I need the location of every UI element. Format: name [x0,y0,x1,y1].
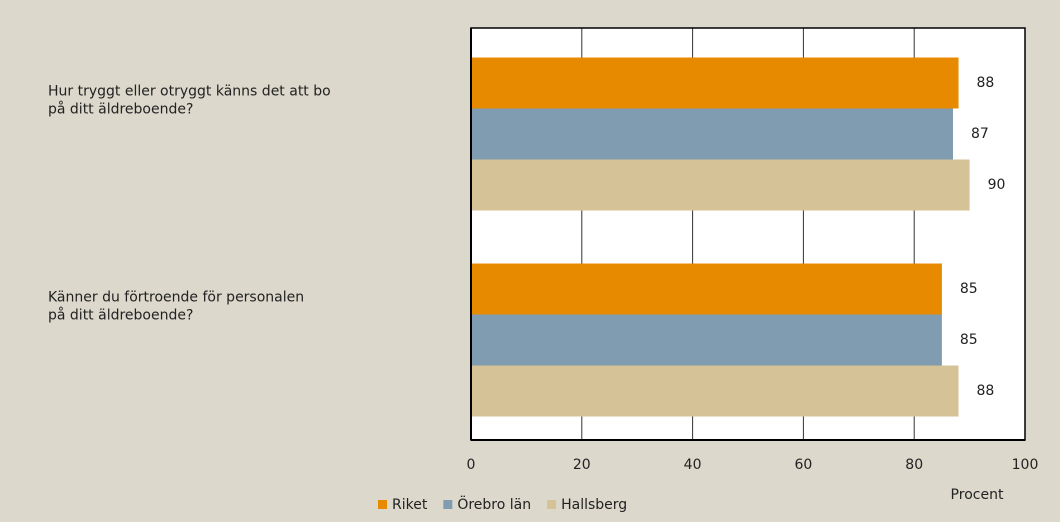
bar [471,108,953,160]
legend-label: Örebro län [457,495,531,513]
category-label-line: på ditt äldreboende? [48,307,193,324]
value-label: 85 [960,281,978,297]
legend-label: Hallsberg [561,497,627,513]
value-label: 88 [977,383,995,399]
category-label-line: Känner du förtroende för personalen [48,290,304,306]
category-label: Hur tryggt eller otryggt känns det att b… [48,84,331,118]
bar [471,314,942,366]
value-label: 88 [977,75,995,91]
bar [471,57,959,109]
bar [471,263,942,315]
category-label-line: Hur tryggt eller otryggt känns det att b… [48,84,331,100]
x-tick-label: 60 [794,457,812,473]
legend-swatch [443,500,453,509]
x-tick-label: 40 [684,457,702,473]
legend-swatch [378,500,387,509]
bar [471,159,970,211]
legend-label: Riket [392,497,428,513]
bar [471,365,959,417]
x-axis-label: Procent [951,487,1004,503]
value-label: 85 [960,332,978,348]
legend-swatch [547,500,557,509]
x-tick-label: 0 [467,457,476,473]
plot-border [470,27,1026,441]
x-tick-label: 80 [905,457,923,473]
category-label-line: på ditt äldreboende? [48,101,193,118]
value-label: 87 [971,126,989,142]
value-label: 90 [988,177,1006,193]
category-label: Känner du förtroende för personalen på di… [48,290,304,324]
x-tick-label: 100 [1012,457,1039,473]
x-tick-label: 20 [573,457,591,473]
